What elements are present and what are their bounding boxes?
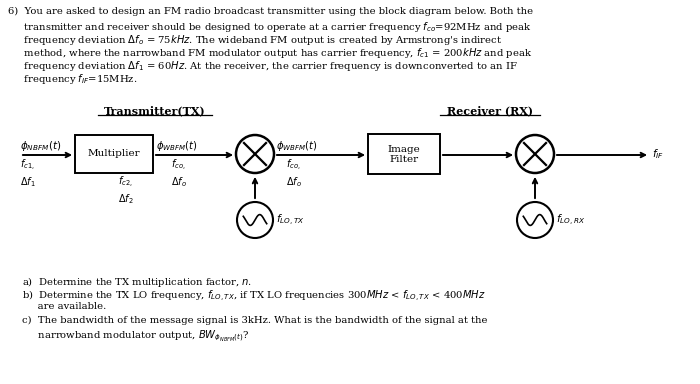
Text: frequency deviation $\Delta f_1$ = 60$Hz$. At the receiver, the carrier frequenc: frequency deviation $\Delta f_1$ = 60$Hz… <box>8 59 518 73</box>
Circle shape <box>237 202 273 238</box>
Text: Transmitter(TX): Transmitter(TX) <box>104 105 206 116</box>
Text: Filter: Filter <box>389 154 419 164</box>
Text: method, where the narrowband FM modulator output has carrier frequency, $f_{c1}$: method, where the narrowband FM modulato… <box>8 46 532 60</box>
Text: frequency deviation $\Delta f_o$ = 75$kHz$. The wideband FM output is created by: frequency deviation $\Delta f_o$ = 75$kH… <box>8 33 502 47</box>
Text: Image: Image <box>388 144 421 154</box>
Text: transmitter and receiver should be designed to operate at a carrier frequency $f: transmitter and receiver should be desig… <box>8 20 532 34</box>
Circle shape <box>236 135 274 173</box>
Text: Multiplier: Multiplier <box>88 149 140 159</box>
Text: 6)  You are asked to design an FM radio broadcast transmitter using the block di: 6) You are asked to design an FM radio b… <box>8 7 533 16</box>
FancyBboxPatch shape <box>75 135 153 173</box>
Text: b)  Determine the TX LO frequency, $f_{LO,TX}$, if TX LO frequencies 300$MHz$ < : b) Determine the TX LO frequency, $f_{LO… <box>22 288 486 304</box>
Text: frequency $f_{IF}$=15MHz.: frequency $f_{IF}$=15MHz. <box>8 72 137 86</box>
Text: Receiver (RX): Receiver (RX) <box>447 105 533 116</box>
Text: a)  Determine the TX multiplication factor, $n$.: a) Determine the TX multiplication facto… <box>22 275 252 289</box>
Text: $f_{c2,}$
$\Delta f_2$: $f_{c2,}$ $\Delta f_2$ <box>118 175 134 206</box>
Text: $f_{LO,RX}$: $f_{LO,RX}$ <box>556 212 585 228</box>
Text: c)  The bandwidth of the message signal is 3kHz. What is the bandwidth of the si: c) The bandwidth of the message signal i… <box>22 316 487 324</box>
Text: $f_{c1,}$
$\Delta f_1$: $f_{c1,}$ $\Delta f_1$ <box>20 158 36 189</box>
Circle shape <box>516 135 554 173</box>
Text: $f_{IF}$: $f_{IF}$ <box>652 147 664 161</box>
Text: $\phi_{NBFM}(t)$: $\phi_{NBFM}(t)$ <box>20 139 61 153</box>
Text: narrowband modulator output, $BW_{\phi_{NBFM}(t)}$?: narrowband modulator output, $BW_{\phi_{… <box>22 329 249 344</box>
Circle shape <box>517 202 553 238</box>
FancyBboxPatch shape <box>368 134 440 174</box>
Text: $f_{LO,TX}$: $f_{LO,TX}$ <box>276 212 304 228</box>
Text: $\phi_{WBFM}(t)$: $\phi_{WBFM}(t)$ <box>156 139 197 153</box>
Text: $f_{co,}$
$\Delta f_o$: $f_{co,}$ $\Delta f_o$ <box>171 158 187 189</box>
Text: are available.: are available. <box>22 302 106 311</box>
Text: $\phi_{WBFM}(t)$: $\phi_{WBFM}(t)$ <box>276 139 318 153</box>
Text: $f_{co,}$
$\Delta f_o$: $f_{co,}$ $\Delta f_o$ <box>286 158 302 189</box>
